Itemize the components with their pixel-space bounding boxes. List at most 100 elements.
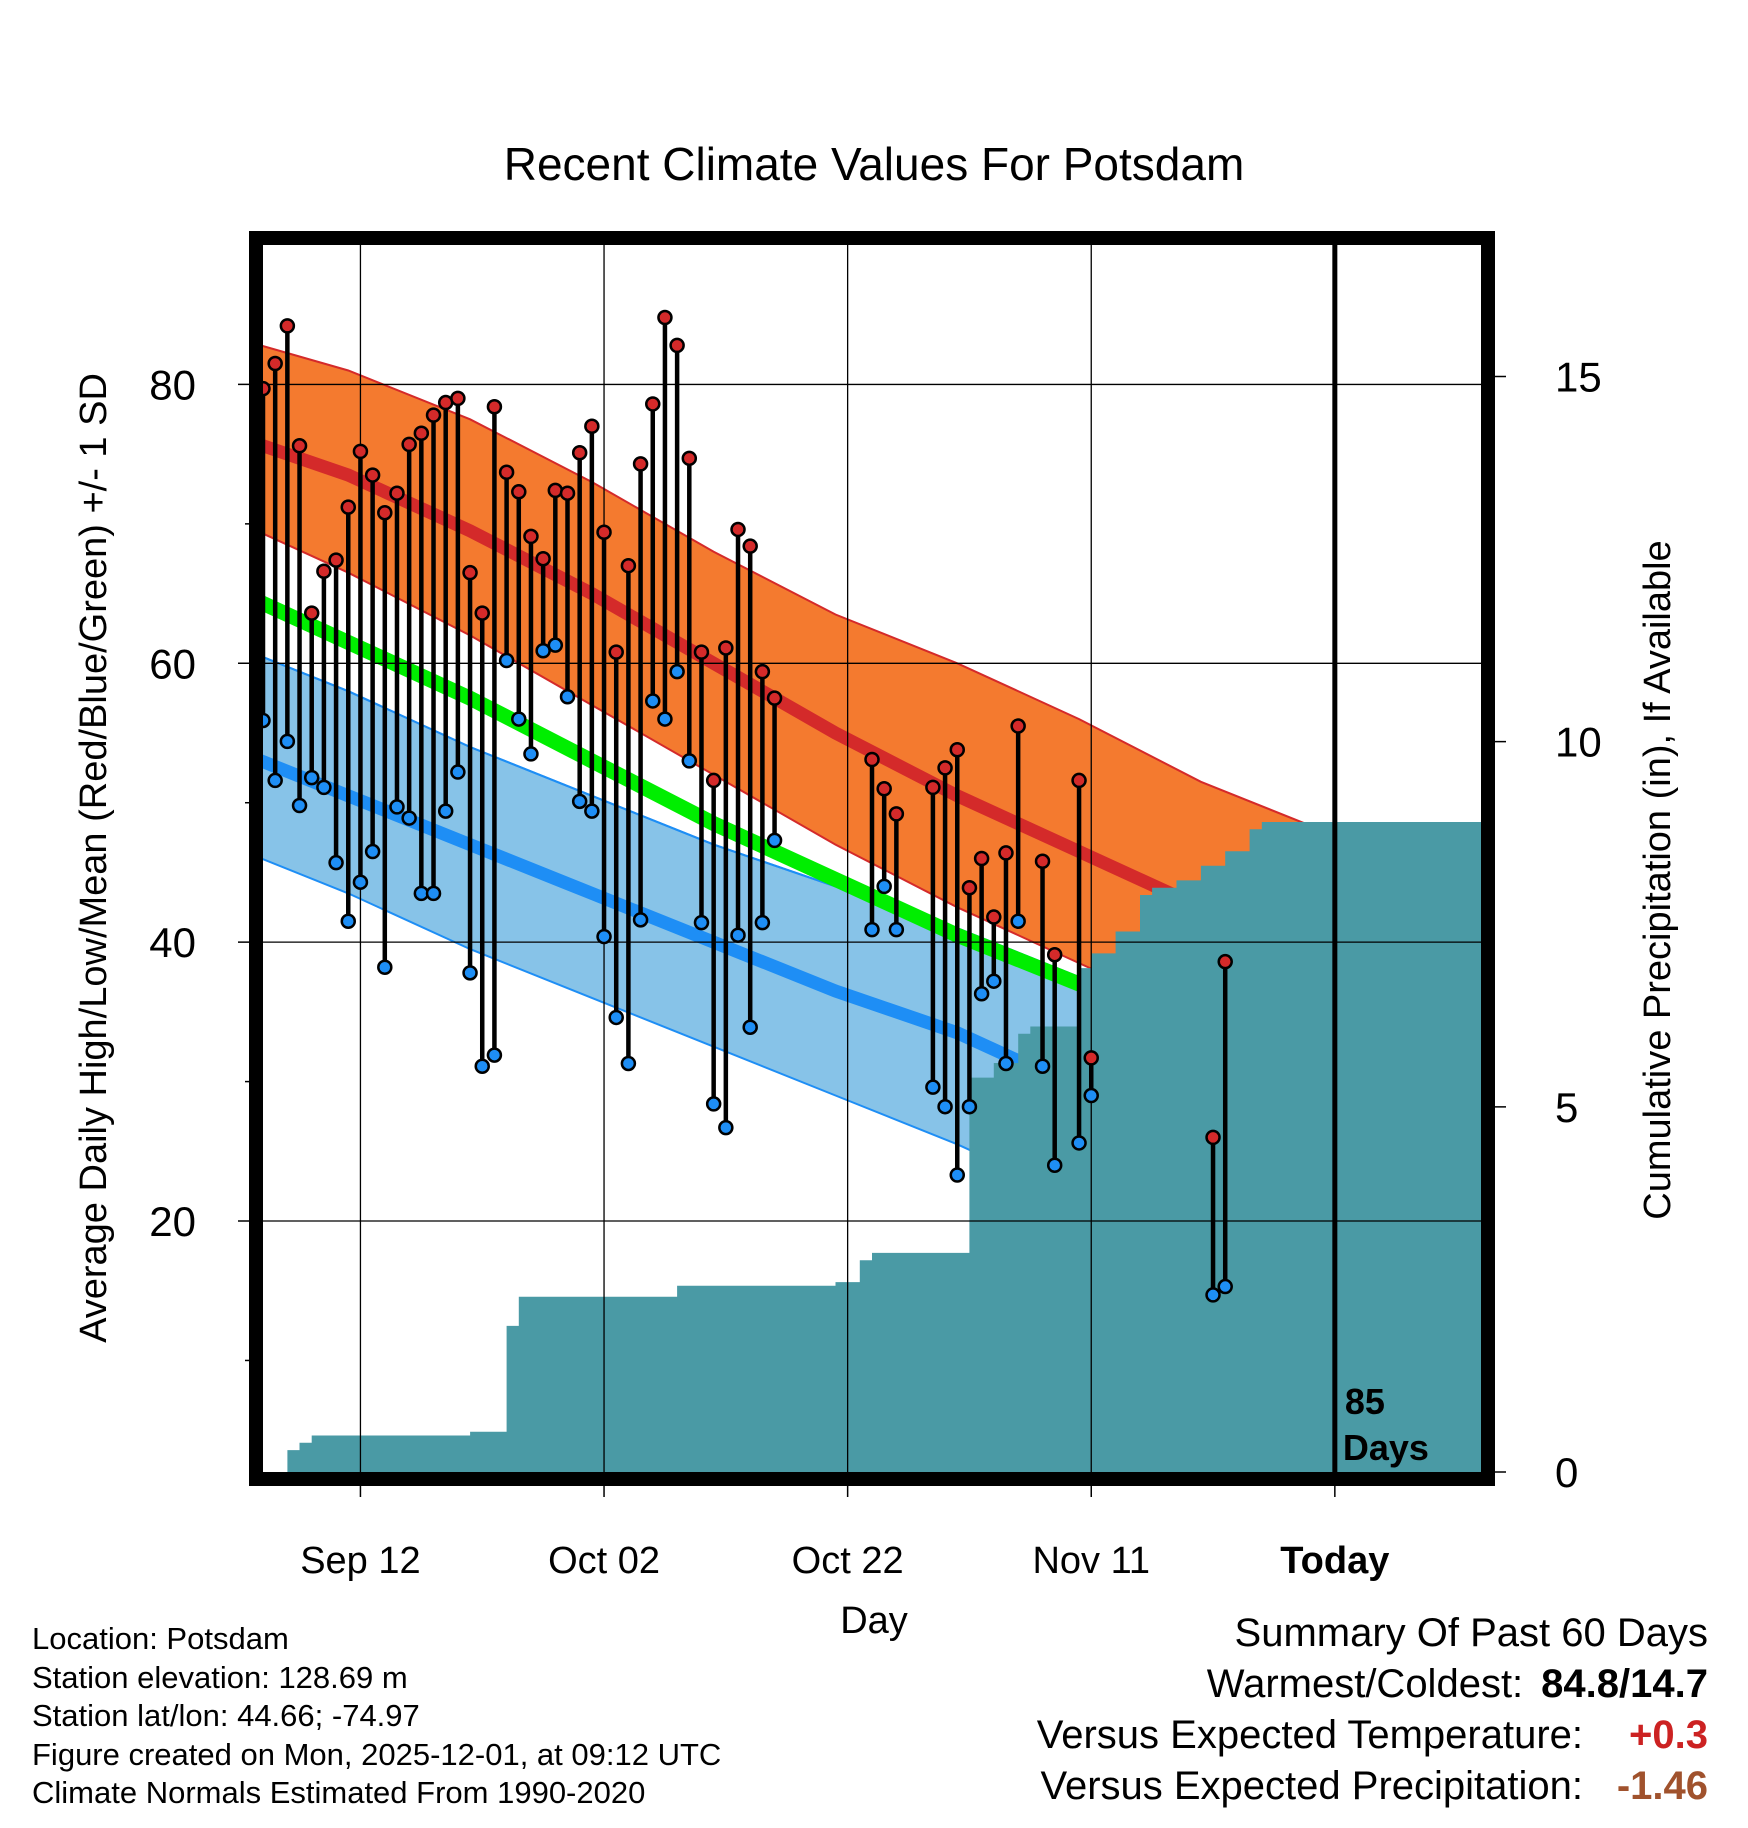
latlon-text: Station lat/lon: 44.66; -74.97 bbox=[32, 1698, 420, 1733]
obs-low-point bbox=[1083, 1087, 1099, 1104]
obs-low-point bbox=[1205, 1287, 1221, 1303]
obs-low-point bbox=[632, 912, 649, 928]
obs-high-point bbox=[766, 690, 783, 706]
obs-low-point bbox=[730, 927, 746, 943]
obs-high-point bbox=[1071, 772, 1087, 789]
obs-low-point bbox=[766, 832, 783, 849]
obs-low-point bbox=[328, 854, 344, 871]
obs-high-point bbox=[316, 563, 332, 580]
y-tick-label: 60 bbox=[149, 640, 196, 687]
obs-low-point bbox=[596, 928, 612, 945]
plot-frame bbox=[249, 231, 1495, 1486]
obs-low-point bbox=[693, 914, 710, 931]
obs-high-point bbox=[1205, 1129, 1221, 1146]
today-days-word: Days bbox=[1343, 1427, 1429, 1468]
obs-high-point bbox=[401, 436, 417, 453]
obs-high-point bbox=[998, 845, 1014, 861]
temp-label: Versus Expected Temperature: bbox=[1036, 1713, 1583, 1757]
obs-high-point bbox=[718, 640, 734, 656]
obs-high-point bbox=[620, 557, 637, 574]
x-tick-label: Oct 22 bbox=[792, 1540, 904, 1582]
obs-low-point bbox=[864, 921, 880, 938]
obs-low-point bbox=[279, 733, 296, 750]
x-tick-label: Nov 11 bbox=[1032, 1540, 1150, 1582]
y2-tick-label: 15 bbox=[1555, 353, 1602, 400]
precip-value: -1.46 bbox=[1616, 1764, 1708, 1808]
obs-high-point bbox=[462, 564, 478, 581]
obs-high-point bbox=[1217, 953, 1233, 970]
obs-low-point bbox=[547, 637, 564, 653]
elevation-text: Station elevation: 128.69 m bbox=[32, 1659, 408, 1695]
obs-high-point bbox=[693, 644, 710, 660]
obs-high-point bbox=[632, 456, 649, 472]
created-text: Figure created on Mon, 2025-12-01, at 09… bbox=[32, 1736, 722, 1772]
obs-low-point bbox=[1217, 1278, 1233, 1295]
y2-tick-label: 10 bbox=[1555, 719, 1602, 766]
obs-low-point bbox=[291, 797, 308, 814]
obs-low-point bbox=[973, 985, 990, 1002]
obs-high-point bbox=[377, 504, 393, 521]
warm-cold-label: Warmest/Coldest: bbox=[1206, 1662, 1524, 1706]
obs-high-point bbox=[754, 663, 771, 680]
obs-low-point bbox=[657, 711, 673, 727]
obs-low-point bbox=[450, 764, 466, 780]
obs-low-point bbox=[559, 689, 576, 705]
obs-low-point bbox=[511, 711, 527, 727]
x-axis-label: Day bbox=[840, 1600, 908, 1642]
temp-value: +0.3 bbox=[1629, 1713, 1708, 1757]
obs-high-point bbox=[389, 485, 405, 501]
obs-high-point bbox=[645, 396, 661, 412]
obs-high-point bbox=[742, 538, 758, 554]
x-tick-label: Oct 02 bbox=[548, 1540, 660, 1582]
y-tick-label: 40 bbox=[149, 919, 196, 966]
precip-label: Versus Expected Precipitation: bbox=[1040, 1764, 1583, 1808]
obs-low-point bbox=[949, 1167, 966, 1183]
y-tick-label: 80 bbox=[149, 361, 196, 408]
obs-low-point bbox=[584, 803, 600, 819]
obs-low-point bbox=[754, 914, 771, 931]
obs-low-point bbox=[425, 885, 442, 902]
obs-low-point bbox=[669, 663, 685, 680]
obs-high-point bbox=[340, 499, 357, 515]
obs-low-point bbox=[1071, 1135, 1087, 1151]
warm-cold-value: 84.8/14.7 bbox=[1541, 1662, 1708, 1706]
obs-high-point bbox=[498, 464, 515, 481]
obs-low-point bbox=[377, 959, 393, 976]
obs-high-point bbox=[961, 880, 978, 896]
obs-high-point bbox=[705, 772, 722, 789]
obs-high-point bbox=[450, 390, 466, 407]
obs-high-point bbox=[888, 806, 905, 822]
y2-tick-label: 5 bbox=[1555, 1084, 1578, 1131]
obs-high-point bbox=[608, 644, 624, 660]
obs-low-point bbox=[462, 965, 478, 981]
obs-high-point bbox=[547, 482, 564, 499]
obs-high-point bbox=[571, 445, 588, 461]
today-days-count: 85 bbox=[1345, 1381, 1385, 1422]
y-tick-label: 20 bbox=[149, 1198, 196, 1245]
obs-low-point bbox=[303, 769, 320, 786]
y-axis-label: Average Daily High/Low/Mean (Red/Blue/Gr… bbox=[73, 373, 115, 1343]
summary-title: Summary Of Past 60 Days bbox=[1234, 1611, 1708, 1655]
obs-high-point bbox=[511, 484, 527, 500]
obs-high-point bbox=[352, 443, 369, 460]
obs-high-point bbox=[425, 407, 442, 423]
obs-high-point bbox=[1083, 1050, 1099, 1066]
obs-high-point bbox=[596, 524, 612, 540]
obs-low-point bbox=[340, 913, 357, 929]
obs-low-point bbox=[486, 1047, 503, 1063]
obs-low-point bbox=[571, 793, 588, 810]
obs-low-point bbox=[523, 746, 539, 762]
obs-low-point bbox=[620, 1055, 637, 1072]
obs-low-point bbox=[925, 1079, 941, 1095]
obs-high-point bbox=[279, 318, 296, 334]
location-text: Location: Potsdam bbox=[32, 1621, 289, 1656]
obs-high-point bbox=[291, 438, 308, 454]
obs-low-point bbox=[1010, 913, 1026, 929]
obs-low-point bbox=[645, 693, 661, 709]
obs-low-point bbox=[986, 973, 1002, 989]
normals-text: Climate Normals Estimated From 1990-2020 bbox=[32, 1775, 646, 1810]
obs-high-point bbox=[486, 398, 503, 415]
obs-high-point bbox=[864, 751, 880, 768]
warm-cold-row: Warmest/Coldest: 84.8/14.7 bbox=[1037, 1659, 1708, 1710]
obs-high-point bbox=[1010, 718, 1026, 734]
